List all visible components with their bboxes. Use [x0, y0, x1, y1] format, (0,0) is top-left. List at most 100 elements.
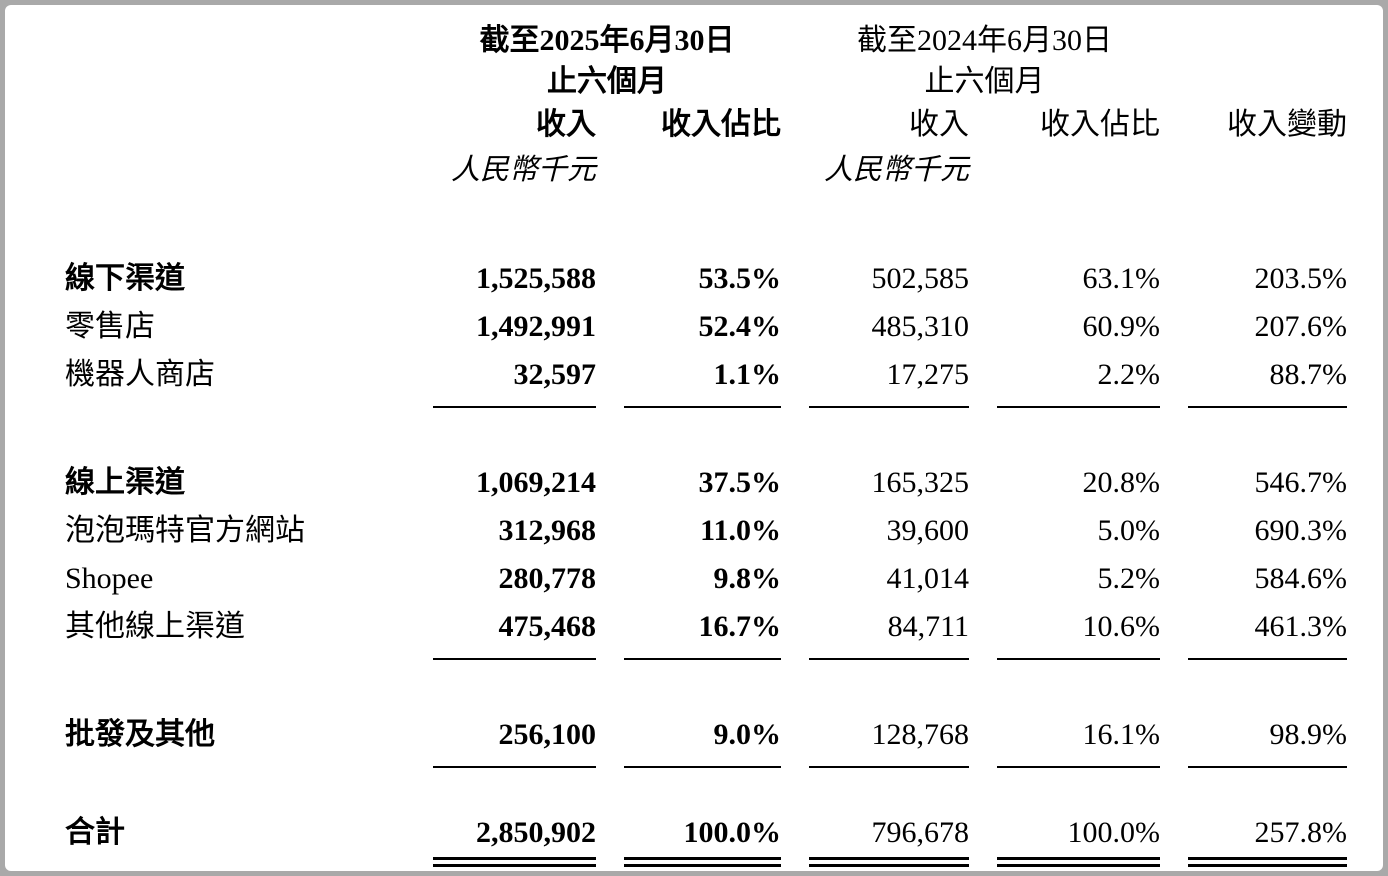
- revenue-change: 257.8%: [1254, 816, 1348, 849]
- revenue-2024: 502,585: [871, 262, 970, 295]
- single-rule: [809, 759, 969, 768]
- revenue-2025: 1,492,991: [476, 310, 596, 343]
- share-2025: 16.7%: [698, 610, 782, 643]
- period-header-row-1: 截至2025年6月30日 截至2024年6月30日: [65, 21, 1347, 61]
- single-rule: [624, 759, 781, 768]
- revenue-change: 461.3%: [1254, 610, 1348, 643]
- table-row: 線上渠道 1,069,214 37.5% 165,325 20.8% 546.7%: [65, 459, 1347, 507]
- single-rule: [997, 651, 1160, 660]
- period-header-row-2: 止六個月 止六個月: [65, 61, 1347, 103]
- table-row: 線下渠道 1,525,588 53.5% 502,585 63.1% 203.5%: [65, 255, 1347, 303]
- revenue-2025: 280,778: [498, 562, 597, 595]
- row-label: 線下渠道: [65, 262, 185, 295]
- table-row: 泡泡瑪特官方網站 312,968 11.0% 39,600 5.0% 690.3%: [65, 507, 1347, 555]
- single-rule: [433, 399, 596, 408]
- section-spacer: [65, 413, 1347, 459]
- share-2025: 100.0%: [683, 816, 782, 849]
- revenue-2024: 485,310: [871, 310, 970, 343]
- header-spacer: [65, 193, 1347, 255]
- share-2024: 16.1%: [1082, 718, 1161, 751]
- share-2024: 5.2%: [1097, 562, 1161, 595]
- revenue-change: 98.9%: [1269, 718, 1348, 751]
- revenue-2024: 84,711: [887, 610, 969, 643]
- period-2024-subtitle: 止六個月: [924, 65, 1045, 98]
- share-2024: 100.0%: [1067, 816, 1161, 849]
- revenue-change: 584.6%: [1254, 562, 1348, 595]
- column-header-row: 收入 收入佔比 收入 收入佔比 收入變動: [65, 103, 1347, 147]
- single-rule: [997, 759, 1160, 768]
- single-rule: [1188, 759, 1347, 768]
- single-rule: [624, 651, 781, 660]
- row-label: 泡泡瑪特官方網站: [65, 514, 305, 547]
- single-rule: [809, 399, 969, 408]
- share-2024: 20.8%: [1082, 466, 1161, 499]
- report-page: 截至2025年6月30日 截至2024年6月30日 止六個月 止六個月 收入 收…: [5, 5, 1383, 871]
- column-header-revenue-change: 收入變動: [1227, 108, 1347, 141]
- row-label: 批發及其他: [65, 718, 215, 751]
- share-2024: 2.2%: [1097, 358, 1161, 391]
- revenue-2025: 1,525,588: [476, 262, 596, 295]
- revenue-by-channel-table: 截至2025年6月30日 截至2024年6月30日 止六個月 止六個月 收入 收…: [65, 5, 1347, 871]
- revenue-2024: 128,768: [871, 718, 970, 751]
- share-2025: 52.4%: [698, 310, 782, 343]
- table-row: 其他線上渠道 475,468 16.7% 84,711 10.6% 461.3%: [65, 603, 1347, 651]
- column-header-revenue-2024: 收入: [909, 108, 969, 141]
- double-rule: [433, 857, 596, 867]
- revenue-change: 203.5%: [1254, 262, 1348, 295]
- row-label: 其他線上渠道: [65, 610, 245, 643]
- section-spacer: [65, 773, 1347, 809]
- section-spacer: [65, 665, 1347, 711]
- share-2024: 60.9%: [1082, 310, 1161, 343]
- double-rule: [1188, 857, 1347, 867]
- revenue-2024: 796,678: [871, 816, 970, 849]
- share-2024: 63.1%: [1082, 262, 1161, 295]
- row-label: 零售店: [65, 310, 155, 343]
- revenue-2024: 165,325: [871, 466, 970, 499]
- single-rule: [433, 651, 596, 660]
- unit-label-2024: 人民幣千元: [823, 154, 969, 186]
- column-header-revenue-2025: 收入: [536, 108, 596, 141]
- row-label: 機器人商店: [65, 358, 215, 391]
- revenue-2025: 312,968: [498, 514, 597, 547]
- share-2024: 5.0%: [1097, 514, 1161, 547]
- row-label: Shopee: [65, 562, 154, 595]
- single-rule: [809, 651, 969, 660]
- revenue-change: 88.7%: [1269, 358, 1348, 391]
- revenue-2025: 2,850,902: [476, 816, 596, 849]
- revenue-2025: 32,597: [513, 358, 597, 391]
- table-row: 批發及其他 256,100 9.0% 128,768 16.1% 98.9%: [65, 711, 1347, 759]
- share-2025: 37.5%: [698, 466, 782, 499]
- single-rule: [433, 759, 596, 768]
- share-2025: 11.0%: [700, 514, 781, 547]
- share-2025: 1.1%: [713, 358, 782, 391]
- revenue-2025: 1,069,214: [476, 466, 596, 499]
- column-header-share-2025: 收入佔比: [661, 108, 781, 141]
- revenue-2024: 39,600: [886, 514, 970, 547]
- row-label: 線上渠道: [65, 466, 185, 499]
- revenue-change: 207.6%: [1254, 310, 1348, 343]
- section-rule-row: [65, 759, 1347, 773]
- revenue-change: 546.7%: [1254, 466, 1348, 499]
- total-rule-row: [65, 857, 1347, 871]
- double-rule: [624, 857, 781, 867]
- column-header-share-2024: 收入佔比: [1040, 108, 1160, 141]
- double-rule: [809, 857, 969, 867]
- table-row: 機器人商店 32,597 1.1% 17,275 2.2% 88.7%: [65, 351, 1347, 399]
- single-rule: [1188, 651, 1347, 660]
- share-2025: 9.0%: [713, 718, 782, 751]
- period-2025-subtitle: 止六個月: [547, 65, 667, 98]
- share-2025: 53.5%: [698, 262, 782, 295]
- table-row: 合計 2,850,902 100.0% 796,678 100.0% 257.8%: [65, 809, 1347, 857]
- table-body: 線下渠道 1,525,588 53.5% 502,585 63.1% 203.5% 零售店 1…: [65, 255, 1347, 871]
- single-rule: [997, 399, 1160, 408]
- section-rule-row: [65, 651, 1347, 665]
- single-rule: [624, 399, 781, 408]
- revenue-2024: 41,014: [886, 562, 970, 595]
- single-rule: [1188, 399, 1347, 408]
- row-label: 合計: [65, 816, 125, 849]
- revenue-change: 690.3%: [1254, 514, 1348, 547]
- unit-label-2025: 人民幣千元: [450, 154, 596, 186]
- revenue-2025: 475,468: [498, 610, 597, 643]
- section-rule-row: [65, 399, 1347, 413]
- unit-row: 人民幣千元 人民幣千元: [65, 147, 1347, 193]
